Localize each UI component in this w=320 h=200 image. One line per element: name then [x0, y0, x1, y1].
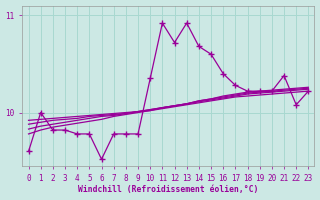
X-axis label: Windchill (Refroidissement éolien,°C): Windchill (Refroidissement éolien,°C) — [78, 185, 259, 194]
